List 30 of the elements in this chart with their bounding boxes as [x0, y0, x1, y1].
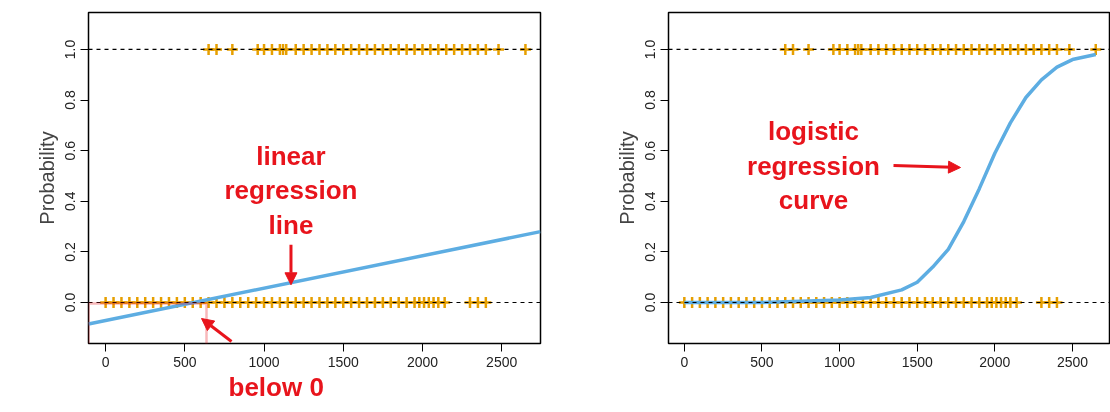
y-tick-label: 0.4	[642, 191, 659, 212]
y-axis-title: Probability	[615, 131, 638, 225]
y-tick-label: 1.0	[62, 39, 79, 60]
x-tick-label: 1000	[824, 353, 856, 370]
y-axis-title: Probability	[35, 131, 58, 225]
y-tick-label: 0.0	[62, 292, 79, 313]
y-tick-label: 0.8	[62, 90, 79, 110]
y-tick-label: 0.6	[642, 140, 659, 161]
x-tick-label: 2500	[1056, 353, 1089, 370]
x-tick-label: 1000	[248, 353, 280, 370]
annotation: linear regression line	[224, 140, 358, 240]
x-tick-label: 1500	[901, 353, 933, 370]
y-tick-label: 1.0	[642, 39, 659, 60]
x-tick-label: 1500	[327, 353, 360, 370]
line-series	[682, 52, 1098, 305]
y-tick-label: 0.4	[62, 191, 79, 212]
x-tick-label: 2000	[406, 353, 439, 370]
x-tick-label: 2500	[486, 353, 518, 370]
y-tick-label: 0.8	[642, 90, 659, 110]
x-tick-label: 500	[173, 353, 197, 370]
x-tick-label: 2000	[979, 353, 1011, 370]
y-tick-label: 0.2	[62, 241, 79, 262]
y-tick-label: 0.2	[642, 241, 659, 262]
x-tick-label: 0	[101, 353, 110, 370]
y-tick-label: 0.0	[642, 292, 659, 313]
annotation: logistic regression curve	[747, 116, 880, 215]
text: below 0	[228, 371, 324, 402]
x-tick-label: 500	[750, 353, 774, 370]
y-tick-label: 0.6	[62, 140, 79, 161]
x-tick-label: 0	[680, 353, 689, 370]
